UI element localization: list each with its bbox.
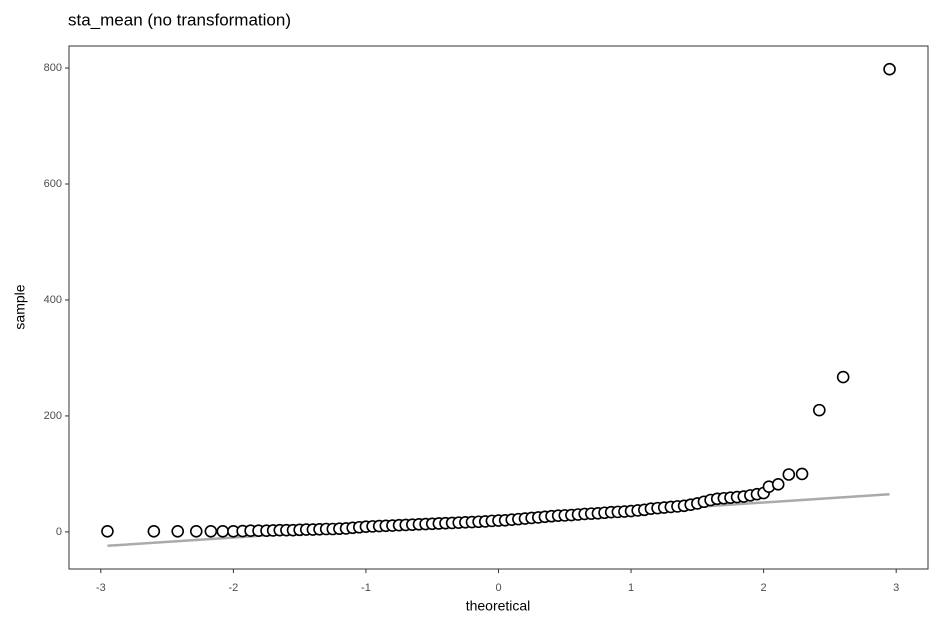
y-tick-label: 600 — [44, 178, 62, 190]
y-axis-title: sample — [12, 284, 28, 329]
y-tick-label: 800 — [44, 62, 62, 74]
point — [147, 525, 161, 538]
y-tick-label: 400 — [44, 294, 62, 306]
x-tick-label: -2 — [228, 582, 238, 594]
point — [189, 525, 203, 538]
x-tick-label: 0 — [495, 582, 501, 594]
point — [216, 525, 230, 538]
point — [782, 468, 796, 481]
point — [171, 525, 185, 538]
x-tick-label: 3 — [893, 582, 899, 594]
point — [812, 403, 826, 417]
point — [771, 478, 785, 491]
x-tick-label: -3 — [96, 582, 106, 594]
plot-panel — [68, 45, 929, 570]
x-tick-label: 2 — [761, 582, 767, 594]
point — [836, 370, 850, 384]
y-tick-label: 0 — [56, 526, 62, 538]
point — [883, 62, 896, 76]
point — [795, 467, 809, 481]
y-tick-label: 200 — [44, 410, 62, 422]
point — [204, 525, 218, 538]
x-axis-title: theoretical — [466, 598, 531, 614]
x-tick-label: 1 — [628, 582, 634, 594]
chart-title: sta_mean (no transformation) — [68, 10, 291, 29]
x-tick-label: -1 — [361, 582, 371, 594]
point — [101, 525, 114, 538]
